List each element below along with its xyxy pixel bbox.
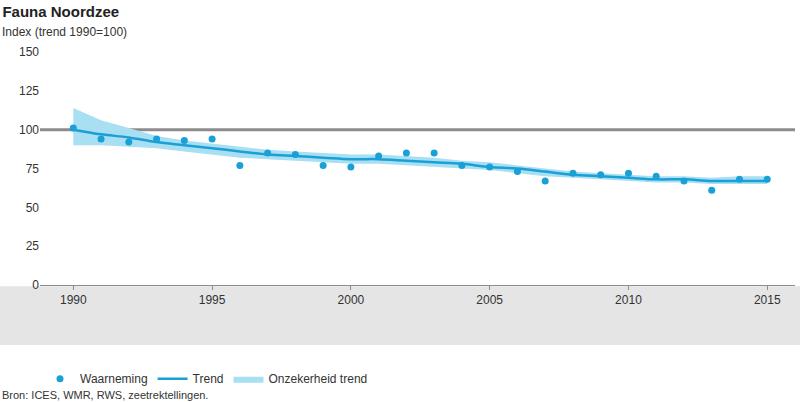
svg-text:2010: 2010: [615, 293, 642, 307]
svg-text:Waarneming: Waarneming: [80, 372, 148, 386]
svg-text:25: 25: [26, 239, 40, 253]
svg-text:Trend: Trend: [193, 372, 224, 386]
svg-text:2005: 2005: [476, 293, 503, 307]
svg-text:Fauna Noordzee: Fauna Noordzee: [2, 3, 119, 20]
svg-text:125: 125: [19, 84, 39, 98]
svg-text:Bron: ICES, WMR, RWS, zeetrekt: Bron: ICES, WMR, RWS, zeetrektellingen.: [2, 389, 208, 401]
svg-text:Onzekerheid trend: Onzekerheid trend: [269, 372, 368, 386]
svg-text:2000: 2000: [338, 293, 365, 307]
svg-text:150: 150: [19, 45, 39, 59]
svg-text:50: 50: [26, 201, 40, 215]
svg-text:100: 100: [19, 123, 39, 137]
svg-text:75: 75: [26, 162, 40, 176]
svg-text:1990: 1990: [60, 293, 87, 307]
svg-text:0: 0: [32, 278, 39, 292]
svg-text:1995: 1995: [199, 293, 226, 307]
svg-text:Index (trend 1990=100): Index (trend 1990=100): [2, 25, 127, 39]
svg-text:2015: 2015: [754, 293, 781, 307]
